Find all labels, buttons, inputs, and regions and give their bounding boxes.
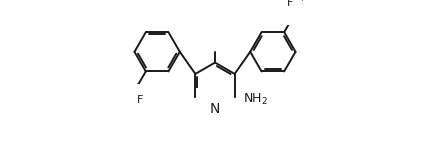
Text: F: F	[297, 0, 303, 10]
Text: F: F	[127, 93, 133, 103]
Text: F: F	[287, 0, 294, 8]
Text: F: F	[121, 86, 127, 96]
Text: NH$_2$: NH$_2$	[243, 91, 268, 107]
Text: F: F	[303, 7, 309, 17]
Text: F: F	[136, 95, 143, 105]
Text: N: N	[210, 102, 220, 116]
